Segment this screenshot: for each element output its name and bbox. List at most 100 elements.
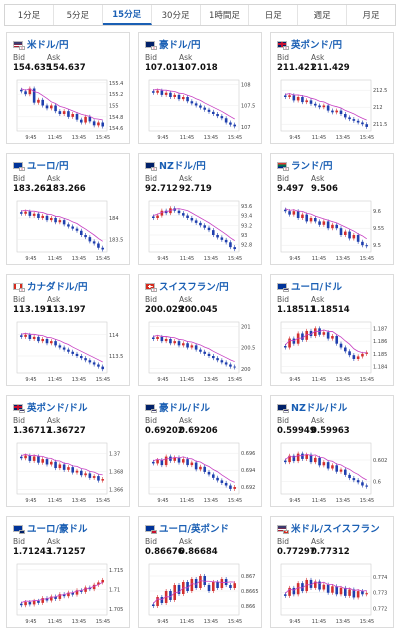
mini-chart[interactable]: 1.715 1.71 1.705 9:45 11:45 13:45 15:45: [11, 561, 127, 625]
candle-body: [194, 579, 198, 588]
ask-value: 113.197: [47, 305, 86, 315]
tab-timeframe-2[interactable]: 15分足: [102, 5, 152, 25]
candle-body: [339, 110, 343, 114]
rate-card[interactable]: カナダドル/円 Bid Ask 113.191 113.197 114 113.5 9:45 1…: [6, 274, 130, 386]
mini-chart[interactable]: 184 183.5 9:45 11:45 13:45 15:45: [11, 198, 127, 262]
mini-chart[interactable]: 93.6 93.4 93.2 93 92.8 9:45 11:45 13:45 15:45: [143, 198, 259, 262]
candle-body: [288, 95, 291, 97]
rate-card[interactable]: 英ポンド/円 Bid Ask 211.421 211.429 212.5 212 211.5 9…: [270, 32, 394, 144]
candle-body: [326, 105, 330, 111]
tab-timeframe-4[interactable]: 1時間足: [201, 5, 250, 25]
mini-chart[interactable]: 0.696 0.694 0.692 9:45 11:45 13:45 15:45: [143, 440, 259, 504]
rate-card[interactable]: 米ドル/円 Bid Ask 154.635 154.637 155.4 155.2 155 15…: [6, 32, 130, 144]
mini-chart[interactable]: 108 107.5 107 9:45 11:45 13:45 15:45: [143, 77, 259, 141]
mini-chart[interactable]: 1.187 1.186 1.185 1.184 9:45 11:45 13:45 15:45: [275, 319, 391, 383]
currency-pair-link[interactable]: 英ポンド/ドル: [27, 403, 88, 414]
currency-pair-link[interactable]: NZドル/ドル: [291, 403, 348, 414]
mini-chart[interactable]: 114 113.5 9:45 11:45 13:45 15:45: [11, 319, 127, 383]
bid-ask-labels: Bid Ask: [277, 416, 345, 425]
candle-body: [24, 211, 27, 214]
candle-body: [199, 466, 202, 470]
bid-label: Bid: [277, 53, 289, 62]
mini-chart[interactable]: 0.774 0.773 0.772 9:45 11:45 13:45 15:45: [275, 561, 391, 625]
rate-card[interactable]: 豪ドル/ドル Bid Ask 0.69202 0.69206 0.696 0.694 0.69…: [138, 395, 262, 507]
currency-pair-link[interactable]: 豪ドル/ドル: [159, 403, 210, 414]
candle-body: [190, 345, 194, 348]
currency-pair-link[interactable]: ユーロ/英ポンド: [159, 524, 229, 535]
tab-timeframe-0[interactable]: 1分足: [5, 5, 54, 25]
ask-label: Ask: [179, 53, 193, 62]
currency-pair-link[interactable]: 米ドル/円: [27, 40, 69, 51]
y-tick-label: 93.4: [241, 214, 252, 220]
tab-timeframe-1[interactable]: 5分足: [54, 5, 103, 25]
rate-card[interactable]: 英ポンド/ドル Bid Ask 1.36717 1.36727 1.37 1.368 1.36…: [6, 395, 130, 507]
candle-body: [164, 456, 168, 466]
x-tick-label: 11:45: [312, 256, 326, 262]
bid-ask-values: 92.712 92.719: [145, 184, 213, 194]
candle-body: [220, 579, 224, 588]
currency-pair-link[interactable]: 英ポンド/円: [291, 40, 342, 51]
mini-chart[interactable]: 9.6 9.55 9.5 9:45 11:45 13:45 15:45: [275, 198, 391, 262]
candle-body: [67, 224, 70, 227]
currency-pair-link[interactable]: ユーロ/豪ドル: [27, 524, 88, 535]
candle-body: [331, 110, 334, 113]
bid-ask-values: 113.191 113.197: [13, 305, 86, 315]
candle-body: [203, 225, 207, 228]
currency-pair-link[interactable]: 豪ドル/円: [159, 40, 201, 51]
chart-svg: 184 183.5 9:45 11:45 13:45 15:45: [16, 200, 123, 262]
rate-card[interactable]: ユーロ/ドル Bid Ask 1.18511 1.18514 1.187 1.186 1.18…: [270, 274, 394, 386]
rate-card[interactable]: スイスフラン/円 Bid Ask 200.029 200.045 201 200.5 200 9…: [138, 274, 262, 386]
candle-body: [71, 226, 75, 229]
candle-body: [54, 105, 57, 112]
candle-body: [296, 211, 300, 218]
ask-label: Ask: [311, 537, 325, 546]
x-tick-label: 11:45: [48, 619, 62, 625]
mini-chart[interactable]: 0.867 0.8665 0.866 9:45 11:45 13:45 15:45: [143, 561, 259, 625]
tab-timeframe-3[interactable]: 30分足: [152, 5, 201, 25]
bid-ask-labels: Bid Ask: [277, 295, 345, 304]
rate-card[interactable]: ユーロ/円 Bid Ask 183.262 183.266 184 183.5 9:45 11:…: [6, 153, 130, 265]
tab-timeframe-5[interactable]: 日足: [249, 5, 299, 25]
rate-card[interactable]: 豪ドル/円 Bid Ask 107.013 107.018 108 107.5 107 9:45…: [138, 32, 262, 144]
currency-pair-link[interactable]: ユーロ/ドル: [291, 282, 342, 293]
y-tick-label: 92.8: [241, 243, 252, 249]
tab-timeframe-6[interactable]: 週足: [298, 5, 348, 25]
candle-body: [37, 213, 40, 218]
rate-card[interactable]: ユーロ/英ポンド Bid Ask 0.86676 0.86684 0.867 0.8665 0…: [138, 516, 262, 628]
currency-pair-link[interactable]: カナダドル/円: [27, 282, 88, 293]
card-header: NZドル/円: [145, 159, 206, 172]
currency-pair-link[interactable]: NZドル/円: [159, 161, 206, 172]
rate-card[interactable]: NZドル/円 Bid Ask 92.712 92.719 93.6 93.4 93.2 93 92…: [138, 153, 262, 265]
bid-value: 211.421: [277, 63, 316, 73]
candle-body: [339, 587, 343, 595]
rate-card[interactable]: ランド/円 Bid Ask 9.497 9.506 9.6 9.55 9.5 9:45 11:45…: [270, 153, 394, 265]
candle-body: [177, 210, 181, 214]
x-tick-label: 11:45: [180, 498, 194, 504]
y-tick-label: 93.2: [241, 223, 252, 229]
mini-chart[interactable]: 201 200.5 200 9:45 11:45 13:45 15:45: [143, 319, 259, 383]
candle-body: [49, 218, 53, 221]
currency-pair-link[interactable]: スイスフラン/円: [159, 282, 229, 293]
rate-card[interactable]: NZドル/ドル Bid Ask 0.59949 0.59963 0.602 0.6 9:45 1…: [270, 395, 394, 507]
ask-value: 154.637: [47, 63, 86, 73]
currency-pair-link[interactable]: 米ドル/スイスフラン: [291, 524, 380, 535]
mini-chart[interactable]: 212.5 212 211.5 9:45 11:45 13:45 15:45: [275, 77, 391, 141]
tab-timeframe-7[interactable]: 月足: [362, 11, 380, 21]
y-tick-label: 1.37: [109, 452, 120, 458]
x-tick-label: 9:45: [157, 498, 168, 504]
candle-body: [71, 592, 75, 595]
rate-card[interactable]: ユーロ/豪ドル Bid Ask 1.71243 1.71257 1.715 1.71 1.70…: [6, 516, 130, 628]
candle-body: [322, 462, 326, 466]
x-tick-label: 15:45: [360, 256, 374, 262]
candle-body: [97, 243, 100, 248]
mini-chart[interactable]: 1.37 1.368 1.366 9:45 11:45 13:45 15:45: [11, 440, 127, 504]
x-tick-label: 9:45: [289, 256, 300, 262]
y-tick-label: 93.6: [241, 204, 252, 210]
candle-body: [309, 100, 313, 104]
candle-body: [233, 247, 237, 250]
mini-chart[interactable]: 0.602 0.6 9:45 11:45 13:45 15:45: [275, 440, 391, 504]
mini-chart[interactable]: 155.4 155.2 155 154.8 154.6 9:45 11:45 13:45 15:…: [11, 77, 127, 141]
currency-pair-link[interactable]: ユーロ/円: [27, 161, 69, 172]
currency-pair-link[interactable]: ランド/円: [291, 161, 333, 172]
rate-card[interactable]: 米ドル/スイスフラン Bid Ask 0.77297 0.77312 0.774 0.773…: [270, 516, 394, 628]
